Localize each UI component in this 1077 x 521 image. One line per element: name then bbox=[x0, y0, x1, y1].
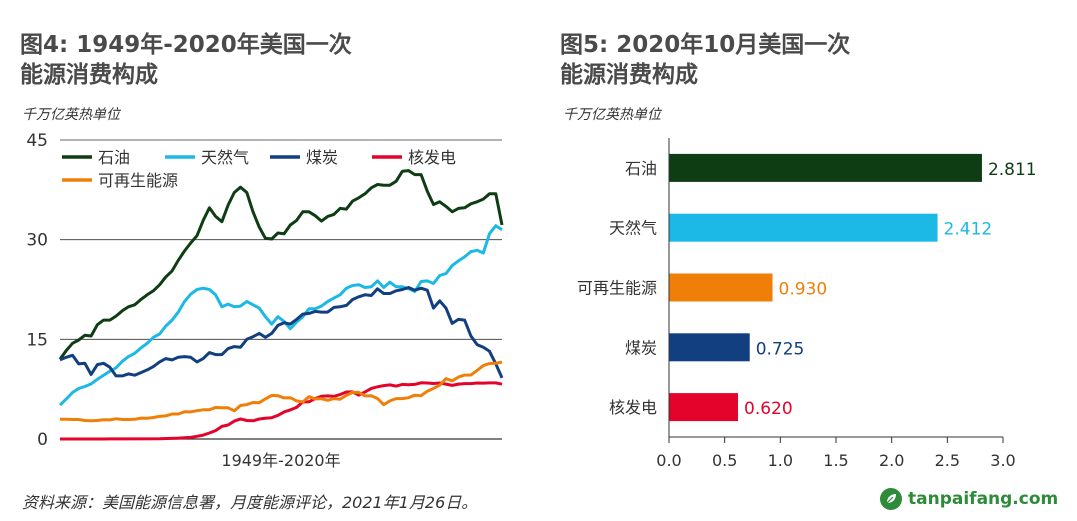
bar bbox=[669, 333, 750, 362]
category-label: 石油 bbox=[625, 159, 657, 178]
x-axis-label: 1949年-2020年 bbox=[221, 451, 340, 470]
right-chart-title: 图5: 2020年10月美国一次 能源消费构成 bbox=[560, 32, 851, 88]
x-tick-label: 2.5 bbox=[935, 451, 960, 470]
source-note: 资料来源：美国能源信息署，月度能源评论，2021年1月26日。 bbox=[22, 493, 478, 512]
right-chart-unit: 千万亿英热单位 bbox=[563, 107, 661, 123]
bar bbox=[669, 393, 739, 422]
data-label: 0.725 bbox=[756, 339, 805, 359]
x-tick-label: 1.0 bbox=[768, 451, 793, 470]
data-label: 2.811 bbox=[988, 160, 1037, 180]
legend-label: 可再生能源 bbox=[98, 171, 178, 190]
category-label: 煤炭 bbox=[625, 338, 657, 357]
legend-label: 石油 bbox=[98, 148, 130, 167]
logo-text: tanpaifang.com bbox=[908, 489, 1059, 509]
data-label: 0.930 bbox=[779, 280, 828, 300]
data-label: 2.412 bbox=[944, 220, 993, 240]
bar bbox=[669, 153, 982, 182]
legend-label: 煤炭 bbox=[306, 148, 338, 167]
x-tick-label: 1.5 bbox=[823, 451, 848, 470]
leaf-icon bbox=[880, 488, 902, 510]
series-line-0 bbox=[58, 169, 504, 361]
left-chart-title: 图4: 1949年-2020年美国一次 能源消费构成 bbox=[20, 32, 352, 88]
x-tick-label: 0.0 bbox=[656, 451, 681, 470]
data-label: 0.620 bbox=[744, 399, 793, 419]
legend-label: 天然气 bbox=[201, 148, 249, 167]
legend-label: 核发电 bbox=[408, 148, 456, 167]
x-tick-label: 3.0 bbox=[990, 451, 1015, 470]
series-line-4 bbox=[59, 360, 503, 423]
y-tick-label: 30 bbox=[26, 231, 48, 251]
x-tick-label: 0.5 bbox=[712, 451, 737, 470]
category-label: 可再生能源 bbox=[577, 279, 657, 298]
bar bbox=[669, 273, 773, 302]
bar-chart: 石油 2.811 天然气 2.412 可再生能源 0.930 煤炭 0.725 核发电 0.620… bbox=[577, 138, 1037, 470]
category-label: 天然气 bbox=[609, 219, 657, 238]
category-label: 核发电 bbox=[609, 398, 657, 417]
series-line-2 bbox=[59, 286, 504, 379]
x-tick-label: 2.0 bbox=[879, 451, 904, 470]
y-tick-label: 15 bbox=[26, 330, 48, 350]
series-line-3 bbox=[60, 381, 503, 441]
y-tick-label: 0 bbox=[37, 430, 48, 450]
left-chart-unit: 千万亿英热单位 bbox=[22, 107, 120, 123]
site-logo[interactable]: tanpaifang.com bbox=[880, 488, 1058, 510]
y-tick-label: 45 bbox=[26, 131, 48, 151]
series-line-1 bbox=[58, 224, 503, 407]
bar bbox=[669, 213, 938, 242]
